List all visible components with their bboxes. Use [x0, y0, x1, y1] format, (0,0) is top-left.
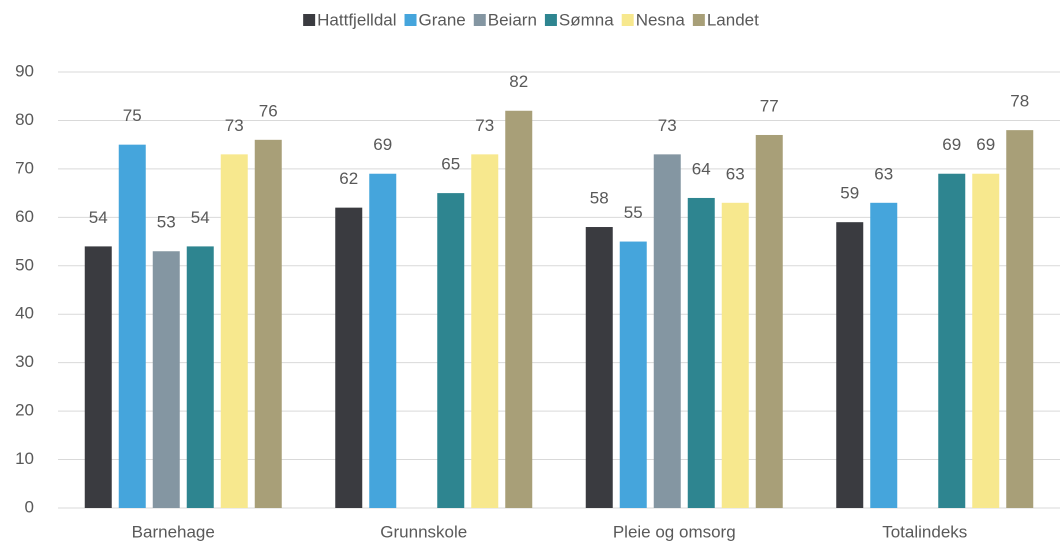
bar [870, 202, 898, 509]
bar [437, 193, 465, 508]
value-label: 59 [840, 184, 859, 203]
value-label: 73 [475, 116, 494, 135]
y-tick-label: 30 [15, 352, 34, 371]
y-tick-label: 20 [15, 401, 34, 420]
value-label: 69 [373, 135, 392, 154]
y-tick-label: 50 [15, 255, 34, 274]
x-tick-label: Pleie og omsorg [613, 522, 736, 541]
bar [585, 227, 613, 508]
value-label: 73 [225, 116, 244, 135]
bar [653, 154, 681, 508]
bar [186, 246, 214, 508]
bar [254, 139, 282, 509]
y-tick-label: 0 [25, 497, 34, 516]
value-label: 78 [1010, 92, 1029, 111]
bar [721, 202, 749, 509]
value-label: 53 [157, 213, 176, 232]
value-label: 73 [658, 116, 677, 135]
bar [335, 207, 363, 508]
legend-swatch [404, 14, 417, 26]
legend-label: Beiarn [488, 10, 537, 29]
bar [118, 144, 146, 508]
value-label: 63 [726, 164, 745, 183]
y-tick-label: 90 [15, 61, 34, 80]
y-tick-label: 70 [15, 158, 34, 177]
value-label: 54 [191, 208, 210, 227]
value-label: 77 [760, 96, 779, 115]
y-tick-label: 60 [15, 207, 34, 226]
value-label: 69 [976, 135, 995, 154]
value-label: 55 [624, 203, 643, 222]
legend-swatch [544, 14, 557, 26]
bar [687, 197, 715, 508]
legend-label: Hattfjelldal [317, 10, 396, 29]
value-label: 64 [692, 159, 711, 178]
bar [1006, 130, 1034, 508]
bar [836, 222, 864, 508]
value-label: 69 [942, 135, 961, 154]
bar [938, 173, 966, 508]
x-tick-label: Grunnskole [380, 522, 467, 541]
x-tick-label: Totalindeks [882, 522, 967, 541]
x-tick-label: Barnehage [132, 522, 215, 541]
legend-label: Grane [419, 10, 466, 29]
y-tick-label: 10 [15, 449, 34, 468]
value-label: 65 [441, 155, 460, 174]
value-label: 76 [259, 101, 278, 120]
y-tick-label: 80 [15, 110, 34, 129]
value-label: 54 [89, 208, 108, 227]
bar [369, 173, 397, 508]
y-tick-label: 40 [15, 304, 34, 323]
bar [471, 154, 499, 508]
bar [152, 251, 180, 508]
bar [619, 241, 647, 509]
bar [972, 173, 1000, 508]
bar [755, 134, 783, 508]
legend-label: Landet [707, 10, 759, 29]
legend-swatch [303, 14, 316, 26]
bar [505, 110, 533, 508]
legend-label: Sømna [559, 10, 614, 29]
legend-swatch [473, 14, 486, 26]
legend-swatch [692, 14, 705, 26]
value-label: 62 [339, 169, 358, 188]
bar [220, 154, 248, 508]
value-label: 58 [590, 189, 609, 208]
value-label: 82 [509, 72, 528, 91]
value-label: 63 [874, 164, 893, 183]
legend-label: Nesna [636, 10, 686, 29]
legend-swatch [621, 14, 634, 26]
value-label: 75 [123, 106, 142, 125]
bar [84, 246, 112, 508]
